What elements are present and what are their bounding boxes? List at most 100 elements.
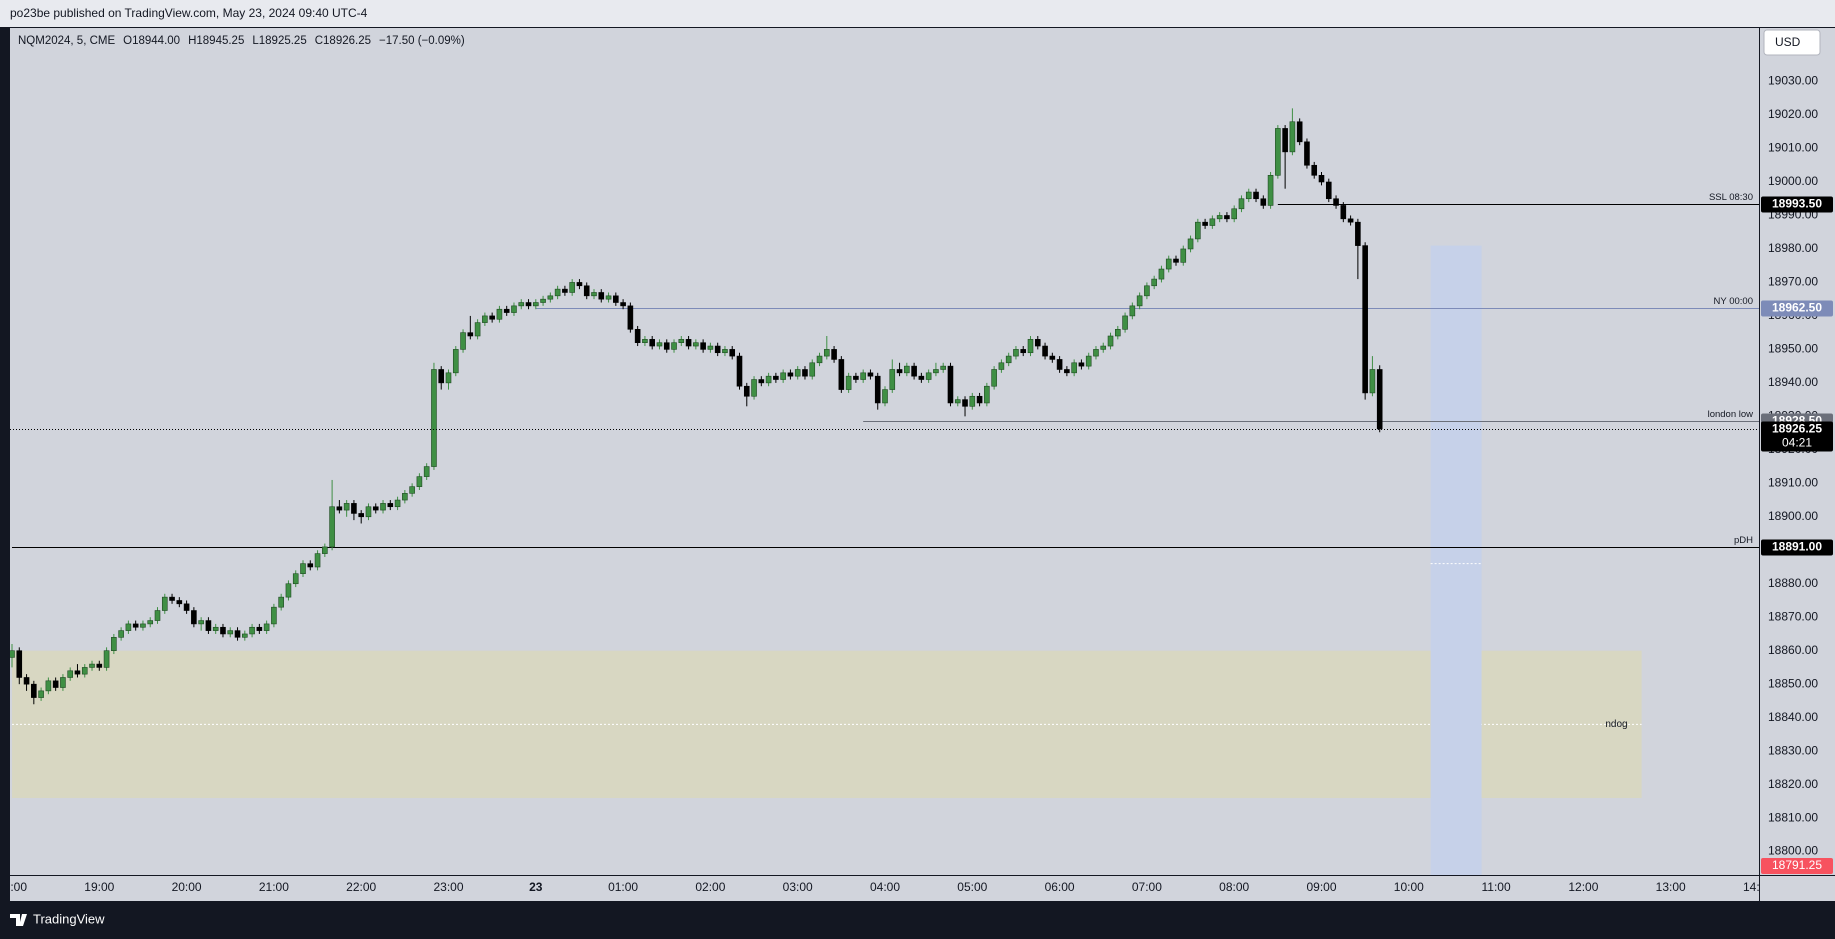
x-tick-label: 09:00 xyxy=(1306,880,1336,894)
candle-body xyxy=(838,359,845,390)
level-badge-label: 18891.00 xyxy=(1772,540,1822,554)
candle-body xyxy=(1005,355,1012,364)
x-tick-label: 10:00 xyxy=(1394,880,1424,894)
x-tick-label: 22:00 xyxy=(346,880,376,894)
x-tick-label: 23:00 xyxy=(433,880,463,894)
candle-body xyxy=(285,583,292,598)
candle-body xyxy=(249,626,255,635)
candle-body xyxy=(183,603,190,611)
x-tick-label: 07:00 xyxy=(1132,880,1162,894)
candle-body xyxy=(402,493,408,501)
candle-body xyxy=(1180,248,1187,263)
plot-area: ndog SSL 08:30 NY 00:00 london low pDH xyxy=(10,108,1759,875)
candle-body xyxy=(45,680,52,692)
candle-body xyxy=(976,395,983,404)
candle-body xyxy=(816,355,823,364)
candle-body xyxy=(256,626,263,631)
candle-body xyxy=(700,342,706,350)
candle-body xyxy=(111,637,117,651)
candle-body xyxy=(707,345,714,350)
candle-body xyxy=(278,596,284,608)
candle-body xyxy=(911,365,917,377)
candle-body xyxy=(598,292,605,300)
candle-body xyxy=(474,322,481,337)
candle-body xyxy=(1078,362,1085,367)
candle-body xyxy=(314,553,321,568)
candle-body xyxy=(1224,215,1230,220)
candle-body xyxy=(583,285,590,297)
candle-body xyxy=(940,365,947,370)
candle-body xyxy=(962,399,968,407)
candle-body xyxy=(140,623,146,628)
level-badge xyxy=(1761,300,1833,317)
x-tick-label: 23 xyxy=(529,880,543,894)
y-tick-label: 19010.00 xyxy=(1768,141,1818,155)
candle-body xyxy=(23,677,30,685)
candle-body xyxy=(1020,349,1027,354)
candle-body xyxy=(1231,208,1237,220)
level-name: NY 00:00 xyxy=(1714,296,1753,307)
candle-body xyxy=(358,513,365,518)
candle-body xyxy=(904,365,910,374)
candle-body xyxy=(518,302,525,307)
candle-body xyxy=(1202,221,1208,226)
candle-body xyxy=(234,630,241,638)
y-tick-label: 18820.00 xyxy=(1768,777,1818,791)
candle-body xyxy=(242,633,248,638)
candle-body xyxy=(685,339,692,347)
candle-body xyxy=(547,295,554,300)
candle-body xyxy=(540,298,546,303)
candle-body xyxy=(1165,258,1172,270)
candle-body xyxy=(1216,215,1223,220)
level-name: london low xyxy=(1708,409,1754,420)
countdown-label: 04:21 xyxy=(1782,436,1812,450)
candle-body xyxy=(147,620,154,625)
candle-body xyxy=(1355,221,1361,246)
candle-body xyxy=(613,295,619,303)
candle-body xyxy=(532,302,539,307)
candle-body xyxy=(154,610,161,621)
candle-body xyxy=(511,305,517,313)
x-tick-label: 11:00 xyxy=(1482,880,1511,894)
candle-body xyxy=(947,365,954,404)
candle-body xyxy=(1260,198,1267,206)
candle-body xyxy=(605,295,612,300)
candle-body xyxy=(714,345,721,354)
currency-button[interactable] xyxy=(1763,29,1821,56)
candle-body xyxy=(118,630,124,638)
brand-logo xyxy=(10,914,27,926)
level-badge xyxy=(1761,539,1833,556)
candle-body xyxy=(1158,268,1165,280)
symbol: NQM2024, 5, CME xyxy=(18,35,115,47)
candle-body xyxy=(336,506,343,511)
x-tick-label: 02:00 xyxy=(695,880,725,894)
candle-body xyxy=(482,315,488,323)
x-tick-label: 13:00 xyxy=(1656,880,1686,894)
candle-body xyxy=(409,486,415,494)
candle-body xyxy=(1376,369,1383,430)
zone-label: ndog xyxy=(1605,719,1627,730)
candle-body xyxy=(969,395,976,407)
candle-body xyxy=(380,503,386,511)
candle-body xyxy=(438,369,445,384)
candle-body xyxy=(191,610,197,625)
candle-body xyxy=(198,620,204,625)
candle-body xyxy=(161,596,168,611)
candle-body xyxy=(823,349,830,357)
candle-body xyxy=(416,476,423,487)
candle-body xyxy=(67,670,73,678)
candle-body xyxy=(452,349,459,374)
zone xyxy=(1430,245,1482,875)
time-axis: 18:00 19:00 20:00 21:00 22:00 23:00 23 01:00 02:… xyxy=(10,880,1759,894)
candle-body xyxy=(431,369,437,467)
ohlc-high: H18945.25 xyxy=(188,35,244,47)
candle-body xyxy=(1034,339,1041,347)
candle-body xyxy=(554,288,561,297)
candle-body xyxy=(773,375,779,380)
candle-body xyxy=(1151,278,1157,287)
candle-body xyxy=(729,349,736,357)
x-tick-label: 21:00 xyxy=(259,880,289,894)
candle-body xyxy=(634,329,641,343)
x-tick-label: 06:00 xyxy=(1045,880,1075,894)
candle-body xyxy=(1129,305,1136,317)
